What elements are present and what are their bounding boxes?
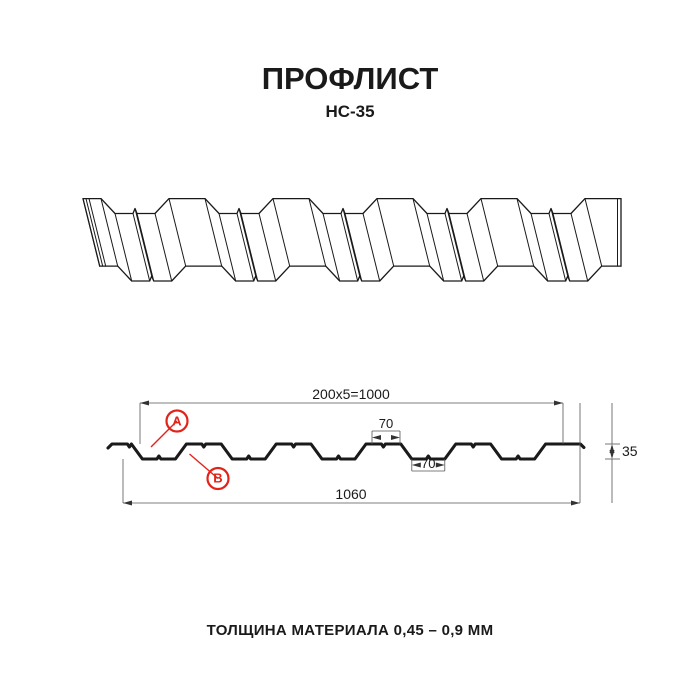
svg-text:A: A	[172, 414, 182, 429]
svg-text:35: 35	[622, 443, 638, 459]
svg-text:B: B	[213, 471, 222, 486]
svg-text:1060: 1060	[335, 486, 366, 502]
svg-text:200x5=1000: 200x5=1000	[312, 386, 390, 402]
svg-text:70: 70	[379, 416, 393, 431]
svg-text:70: 70	[421, 456, 435, 471]
